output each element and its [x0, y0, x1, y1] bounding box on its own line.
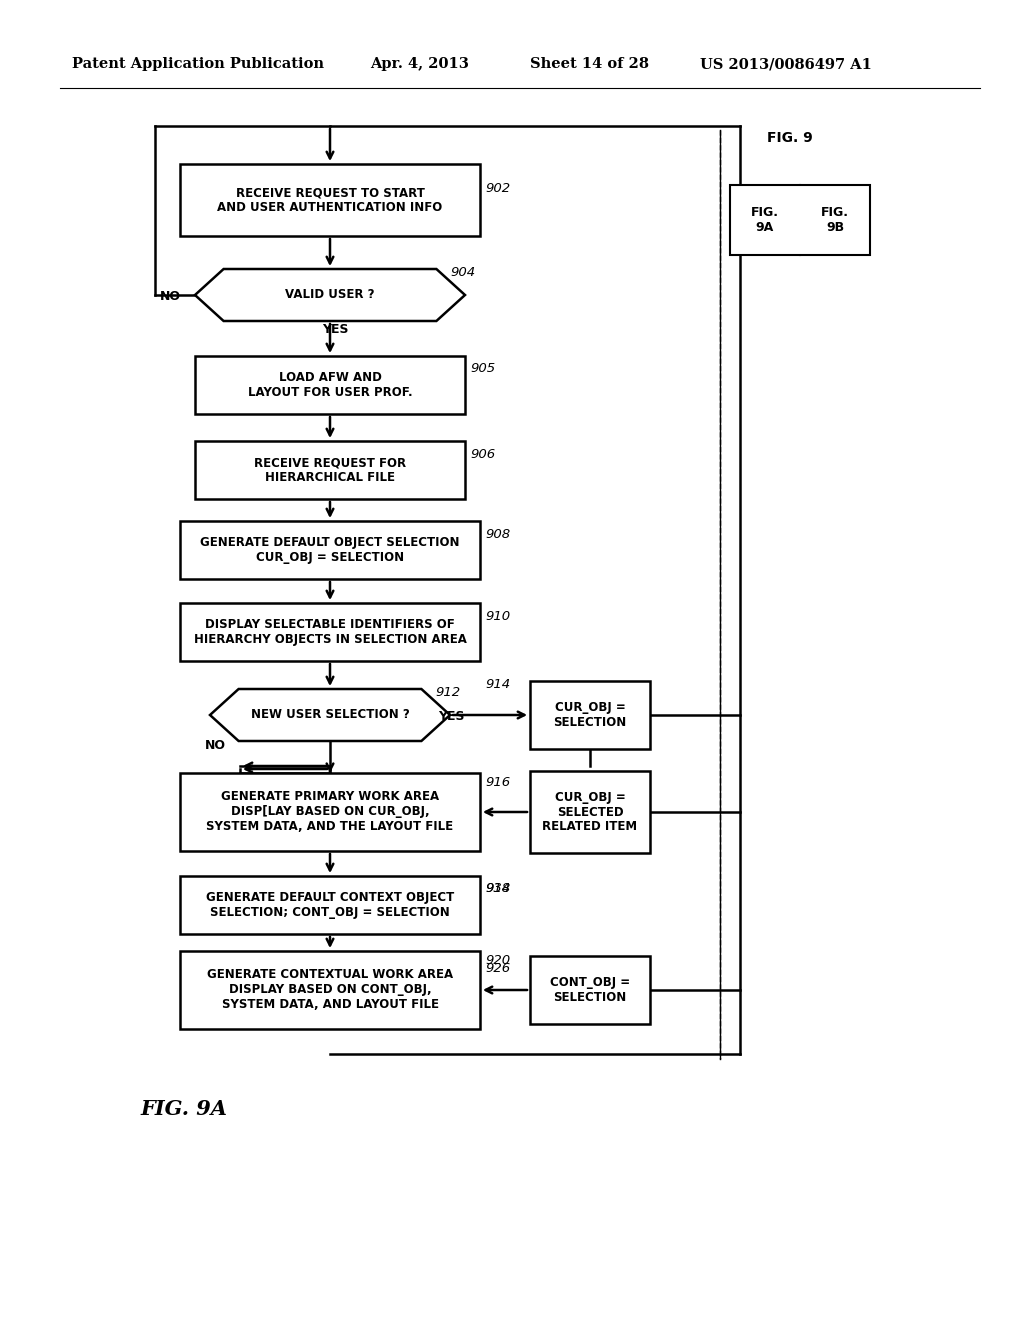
- Text: FIG. 9A: FIG. 9A: [140, 1100, 227, 1119]
- Text: YES: YES: [438, 710, 465, 723]
- Text: VALID USER ?: VALID USER ?: [286, 289, 375, 301]
- Text: 918: 918: [485, 883, 510, 895]
- Text: CUR_OBJ =
SELECTED
RELATED ITEM: CUR_OBJ = SELECTED RELATED ITEM: [543, 791, 638, 833]
- FancyBboxPatch shape: [180, 950, 480, 1030]
- Text: CONT_OBJ =
SELECTION: CONT_OBJ = SELECTION: [550, 975, 630, 1005]
- Text: Patent Application Publication: Patent Application Publication: [72, 57, 324, 71]
- Text: NEW USER SELECTION ?: NEW USER SELECTION ?: [251, 709, 410, 722]
- FancyBboxPatch shape: [530, 681, 650, 748]
- Text: 926: 926: [485, 961, 510, 974]
- Text: RECEIVE REQUEST TO START
AND USER AUTHENTICATION INFO: RECEIVE REQUEST TO START AND USER AUTHEN…: [217, 186, 442, 214]
- FancyBboxPatch shape: [180, 876, 480, 935]
- Text: 910: 910: [485, 610, 510, 623]
- FancyBboxPatch shape: [195, 356, 465, 414]
- Text: 902: 902: [485, 181, 510, 194]
- Text: NO: NO: [160, 290, 181, 304]
- Text: 920: 920: [485, 953, 510, 966]
- Text: YES: YES: [322, 323, 348, 337]
- Text: 912: 912: [435, 686, 460, 700]
- FancyBboxPatch shape: [530, 956, 650, 1024]
- Text: Sheet 14 of 28: Sheet 14 of 28: [530, 57, 649, 71]
- Polygon shape: [210, 689, 450, 741]
- Text: Apr. 4, 2013: Apr. 4, 2013: [370, 57, 469, 71]
- FancyBboxPatch shape: [180, 164, 480, 236]
- Text: LOAD AFW AND
LAYOUT FOR USER PROF.: LOAD AFW AND LAYOUT FOR USER PROF.: [248, 371, 413, 399]
- Text: CUR_OBJ =
SELECTION: CUR_OBJ = SELECTION: [553, 701, 627, 729]
- FancyBboxPatch shape: [730, 185, 870, 255]
- FancyBboxPatch shape: [180, 521, 480, 579]
- Text: GENERATE DEFAULT CONTEXT OBJECT
SELECTION; CONT_OBJ = SELECTION: GENERATE DEFAULT CONTEXT OBJECT SELECTIO…: [206, 891, 454, 919]
- FancyBboxPatch shape: [195, 441, 465, 499]
- Text: NO: NO: [205, 739, 226, 752]
- Text: 934: 934: [485, 883, 510, 895]
- FancyBboxPatch shape: [180, 774, 480, 851]
- Text: RECEIVE REQUEST FOR
HIERARCHICAL FILE: RECEIVE REQUEST FOR HIERARCHICAL FILE: [254, 455, 407, 484]
- Text: DISPLAY SELECTABLE IDENTIFIERS OF
HIERARCHY OBJECTS IN SELECTION AREA: DISPLAY SELECTABLE IDENTIFIERS OF HIERAR…: [194, 618, 467, 645]
- Text: 904: 904: [450, 267, 475, 280]
- Text: GENERATE CONTEXTUAL WORK AREA
DISPLAY BASED ON CONT_OBJ,
SYSTEM DATA, AND LAYOUT: GENERATE CONTEXTUAL WORK AREA DISPLAY BA…: [207, 969, 453, 1011]
- Text: GENERATE DEFAULT OBJECT SELECTION
CUR_OBJ = SELECTION: GENERATE DEFAULT OBJECT SELECTION CUR_OB…: [201, 536, 460, 564]
- Text: 905: 905: [470, 363, 496, 375]
- FancyBboxPatch shape: [530, 771, 650, 853]
- Polygon shape: [195, 269, 465, 321]
- FancyBboxPatch shape: [180, 603, 480, 661]
- Text: FIG.
9B: FIG. 9B: [821, 206, 849, 234]
- Text: US 2013/0086497 A1: US 2013/0086497 A1: [700, 57, 871, 71]
- Text: 916: 916: [485, 776, 510, 788]
- Text: 914: 914: [485, 678, 510, 692]
- Text: 908: 908: [485, 528, 510, 540]
- Text: GENERATE PRIMARY WORK AREA
DISP[LAY BASED ON CUR_OBJ,
SYSTEM DATA, AND THE LAYOU: GENERATE PRIMARY WORK AREA DISP[LAY BASE…: [207, 791, 454, 833]
- Text: FIG.
9A: FIG. 9A: [751, 206, 779, 234]
- Text: FIG. 9: FIG. 9: [767, 131, 813, 145]
- Text: 906: 906: [470, 447, 496, 461]
